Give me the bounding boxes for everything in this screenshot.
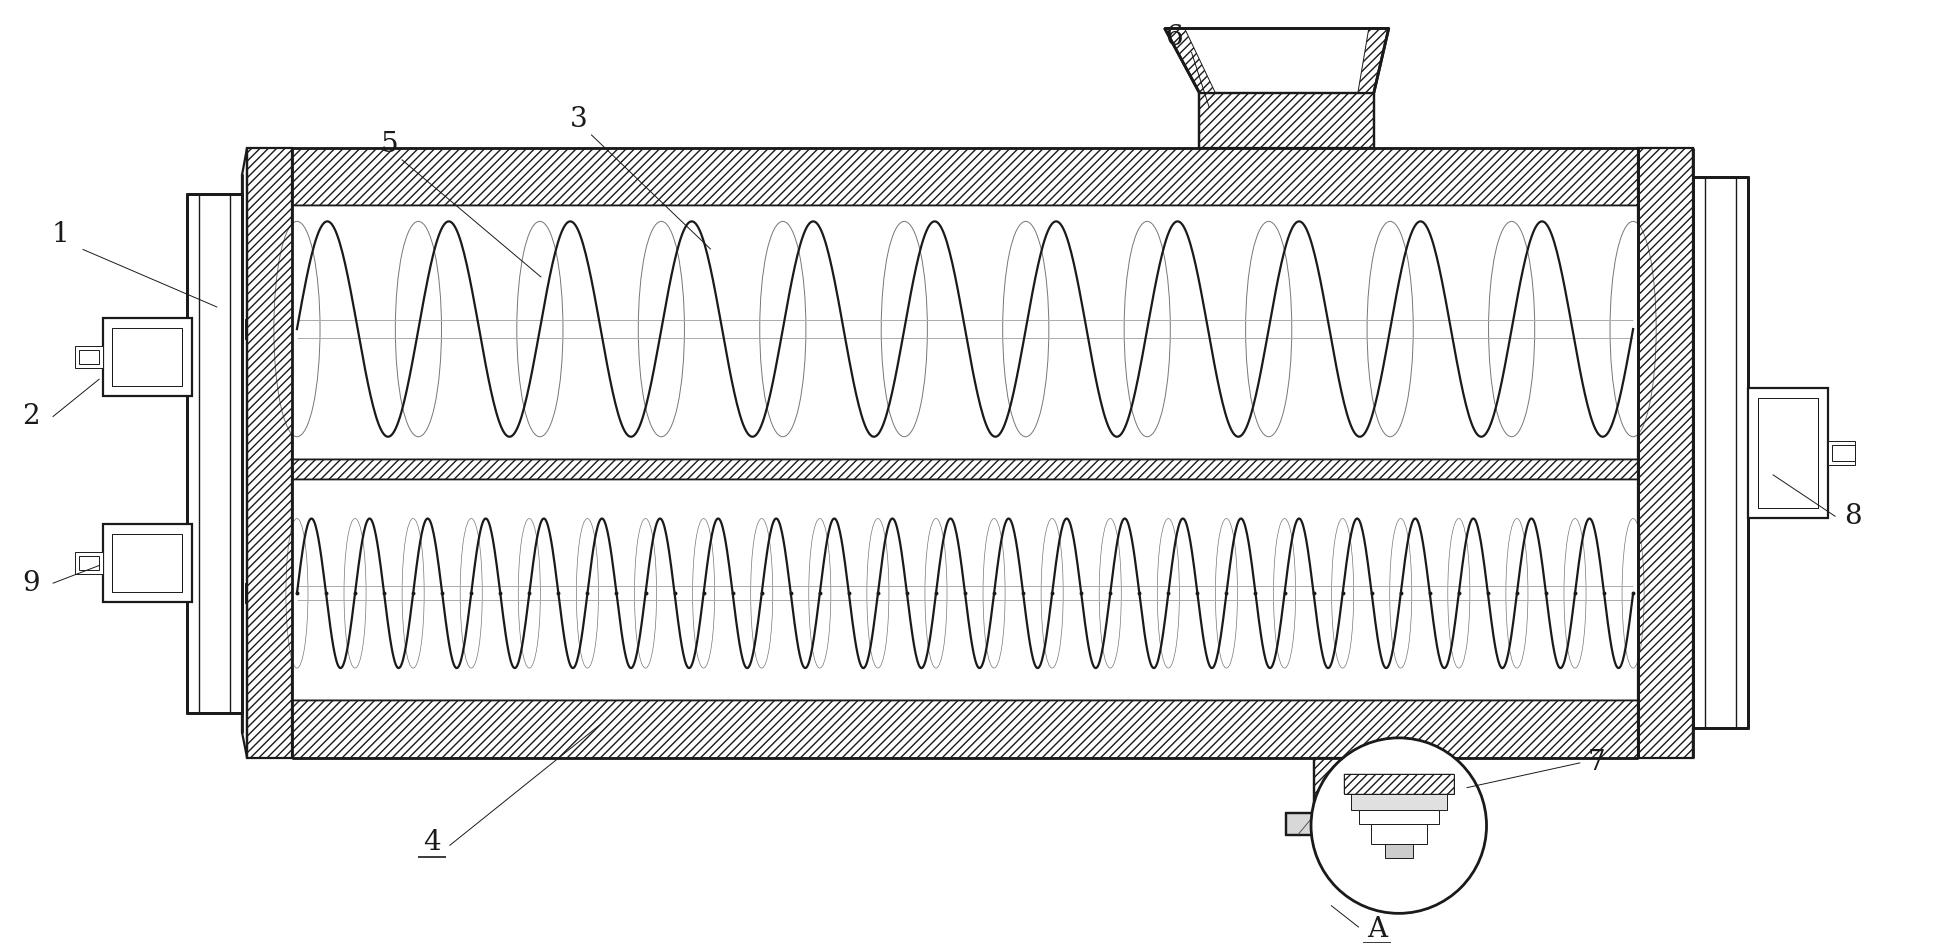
Ellipse shape xyxy=(577,518,598,668)
Bar xyxy=(1362,860,1401,878)
Polygon shape xyxy=(1165,28,1216,93)
Ellipse shape xyxy=(401,518,425,668)
Ellipse shape xyxy=(1506,518,1527,668)
Ellipse shape xyxy=(1623,518,1644,668)
Ellipse shape xyxy=(1216,518,1237,668)
Text: 7: 7 xyxy=(1588,749,1605,777)
Bar xyxy=(1747,388,1827,517)
Text: 5: 5 xyxy=(382,131,399,158)
Ellipse shape xyxy=(1609,221,1656,437)
Bar xyxy=(247,148,292,758)
Ellipse shape xyxy=(1447,518,1471,668)
Bar xyxy=(1315,758,1449,813)
Ellipse shape xyxy=(1274,518,1295,668)
Ellipse shape xyxy=(867,518,888,668)
Ellipse shape xyxy=(880,221,927,437)
Bar xyxy=(1373,878,1389,891)
Ellipse shape xyxy=(1389,518,1412,668)
Text: 1: 1 xyxy=(53,220,70,248)
Bar xyxy=(1693,178,1747,727)
Ellipse shape xyxy=(750,518,773,668)
Ellipse shape xyxy=(808,518,832,668)
Bar xyxy=(245,319,247,339)
Bar xyxy=(1200,93,1373,148)
Bar xyxy=(1638,148,1693,758)
Ellipse shape xyxy=(516,221,563,437)
Bar xyxy=(1757,398,1817,508)
Bar xyxy=(113,328,183,386)
Bar xyxy=(292,148,1638,205)
Ellipse shape xyxy=(460,518,483,668)
Ellipse shape xyxy=(1003,221,1048,437)
Bar xyxy=(1385,844,1412,857)
Ellipse shape xyxy=(635,518,656,668)
Ellipse shape xyxy=(1564,518,1586,668)
Ellipse shape xyxy=(1099,518,1122,668)
Bar xyxy=(1371,824,1426,844)
Bar xyxy=(187,195,242,713)
Ellipse shape xyxy=(1488,221,1535,437)
Text: 4: 4 xyxy=(423,829,440,856)
Text: 3: 3 xyxy=(571,106,588,133)
Bar xyxy=(1315,758,1449,813)
Text: 2: 2 xyxy=(21,403,39,430)
Text: 6: 6 xyxy=(1165,25,1182,51)
Text: A: A xyxy=(1367,916,1387,943)
Ellipse shape xyxy=(639,221,684,437)
Ellipse shape xyxy=(275,221,319,437)
Bar xyxy=(292,459,1638,479)
Ellipse shape xyxy=(693,518,715,668)
Bar xyxy=(292,148,1638,205)
Bar xyxy=(247,148,292,758)
Ellipse shape xyxy=(345,518,366,668)
Polygon shape xyxy=(1358,28,1389,93)
Circle shape xyxy=(1311,738,1486,914)
Ellipse shape xyxy=(395,221,442,437)
Bar xyxy=(78,556,99,570)
Bar xyxy=(1344,774,1453,794)
Bar xyxy=(245,584,247,604)
Bar xyxy=(113,534,183,592)
Bar xyxy=(1360,810,1440,824)
Bar xyxy=(292,700,1638,758)
Bar xyxy=(103,318,193,395)
Ellipse shape xyxy=(518,518,540,668)
Bar xyxy=(1344,774,1453,794)
Bar xyxy=(1831,445,1854,461)
Bar xyxy=(1200,93,1373,148)
Text: 8: 8 xyxy=(1843,503,1860,530)
Ellipse shape xyxy=(1124,221,1171,437)
Bar xyxy=(292,459,1638,479)
Bar xyxy=(74,552,103,574)
Bar xyxy=(1286,813,1477,834)
Bar xyxy=(103,524,193,603)
Ellipse shape xyxy=(760,221,806,437)
Ellipse shape xyxy=(1245,221,1292,437)
Text: 9: 9 xyxy=(21,569,39,597)
Ellipse shape xyxy=(1040,518,1064,668)
Bar xyxy=(1350,794,1447,810)
Bar xyxy=(74,346,103,368)
Bar xyxy=(292,700,1638,758)
Ellipse shape xyxy=(1157,518,1179,668)
Ellipse shape xyxy=(1367,221,1412,437)
Ellipse shape xyxy=(286,518,308,668)
Bar xyxy=(1638,148,1693,758)
Ellipse shape xyxy=(925,518,947,668)
Ellipse shape xyxy=(1332,518,1354,668)
Bar xyxy=(1827,441,1854,464)
Ellipse shape xyxy=(984,518,1005,668)
Bar xyxy=(78,350,99,364)
Bar xyxy=(1348,834,1412,860)
